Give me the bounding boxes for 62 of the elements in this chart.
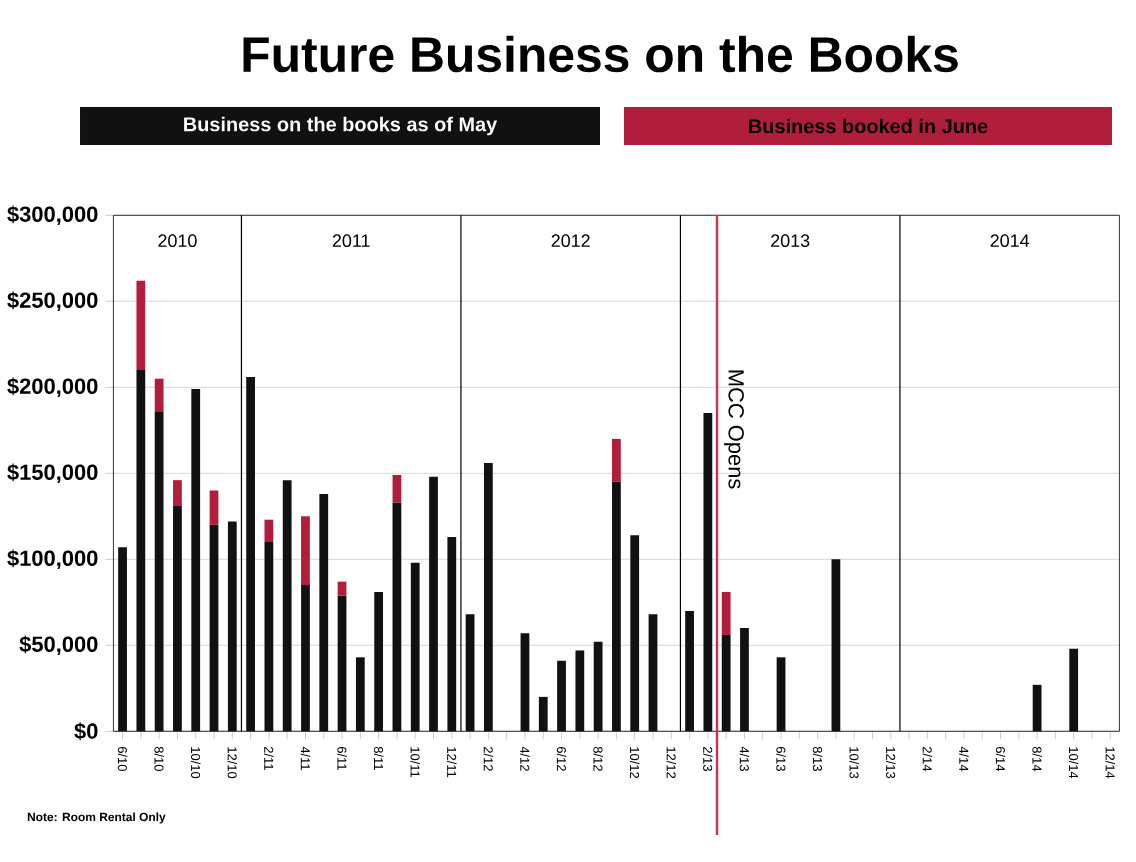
annotation: 2010 <box>158 234 197 248</box>
bar <box>264 519 274 543</box>
bar <box>136 280 146 371</box>
bar <box>429 476 438 732</box>
bar <box>776 657 786 732</box>
text: Business booked in June <box>749 118 988 134</box>
bar <box>831 559 841 732</box>
bar <box>355 657 365 732</box>
bar <box>209 524 219 732</box>
bar <box>538 696 548 732</box>
bar <box>1032 684 1042 732</box>
bar <box>630 535 640 732</box>
bar <box>648 614 658 732</box>
bar <box>740 628 749 732</box>
bar <box>721 634 731 732</box>
y-tick-label: $50,000 <box>19 635 98 656</box>
bar <box>721 591 731 635</box>
y-tick-label: $300,000 <box>7 205 98 226</box>
y-tick-label: $250,000 <box>7 291 98 312</box>
y-tick-label: $200,000 <box>7 377 98 398</box>
bar <box>575 650 585 732</box>
bar <box>136 370 146 732</box>
annotation: 2012 <box>551 234 590 248</box>
bar <box>557 660 566 732</box>
bar <box>118 547 127 732</box>
bar <box>593 641 603 732</box>
bar <box>520 633 530 732</box>
bar <box>282 480 292 732</box>
bar <box>264 542 274 732</box>
bar <box>154 378 164 412</box>
bar <box>612 438 621 482</box>
text: Business on the books as of May <box>184 116 498 136</box>
bar <box>173 505 182 732</box>
bar <box>227 521 237 732</box>
annotation: 2014 <box>990 234 1030 248</box>
annotation: 2013 <box>771 234 810 248</box>
bar <box>374 591 384 732</box>
bar <box>191 389 201 732</box>
bar <box>392 475 402 503</box>
bar <box>301 516 310 586</box>
bar <box>319 493 329 732</box>
bar <box>1069 648 1079 732</box>
bar <box>703 413 713 732</box>
chart-title: Future Business on the Books <box>243 35 958 73</box>
bar <box>410 562 420 732</box>
y-tick-label: $0 <box>74 722 98 741</box>
bar <box>301 585 310 732</box>
bar <box>483 462 493 732</box>
ref-line-label: MCC Opens <box>724 370 744 489</box>
bar <box>612 481 621 732</box>
y-tick-label: $150,000 <box>7 463 98 484</box>
bar <box>337 595 347 732</box>
annotation: 2011 <box>332 234 370 248</box>
bar <box>154 411 164 732</box>
bar <box>392 502 402 732</box>
bar <box>209 490 219 525</box>
bar <box>447 536 457 732</box>
bar <box>685 610 694 732</box>
bar <box>173 480 182 506</box>
y-tick-label: $100,000 <box>7 549 98 570</box>
bar <box>246 376 255 732</box>
bar <box>465 614 475 732</box>
